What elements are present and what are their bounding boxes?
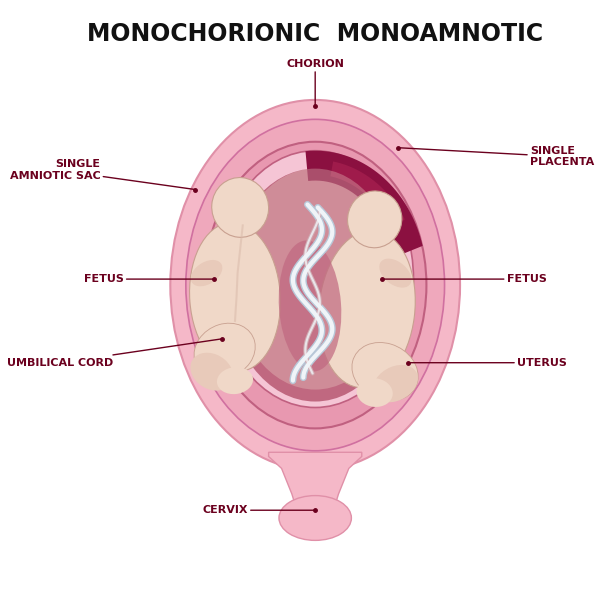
Ellipse shape (279, 496, 352, 541)
Text: SINGLE
AMNIOTIC SAC: SINGLE AMNIOTIC SAC (10, 159, 195, 190)
Ellipse shape (347, 191, 402, 248)
Text: CERVIX: CERVIX (202, 505, 315, 515)
Ellipse shape (379, 259, 412, 287)
Ellipse shape (278, 241, 341, 371)
Ellipse shape (204, 142, 427, 428)
Polygon shape (305, 151, 422, 258)
Text: FETUS: FETUS (382, 274, 547, 284)
Ellipse shape (191, 260, 223, 286)
Ellipse shape (194, 323, 255, 379)
Text: FETUS: FETUS (84, 274, 214, 284)
Text: UTERUS: UTERUS (409, 358, 567, 368)
Ellipse shape (232, 169, 398, 389)
Text: SINGLE
PLACENTA: SINGLE PLACENTA (398, 146, 594, 167)
Ellipse shape (186, 119, 445, 451)
Ellipse shape (352, 343, 418, 401)
Ellipse shape (212, 178, 269, 238)
Ellipse shape (373, 365, 418, 403)
Polygon shape (269, 452, 362, 532)
Ellipse shape (170, 100, 460, 470)
Ellipse shape (227, 169, 403, 401)
Polygon shape (331, 161, 405, 230)
Ellipse shape (217, 151, 413, 407)
Text: UMBILICAL CORD: UMBILICAL CORD (7, 339, 222, 368)
Text: CHORION: CHORION (286, 59, 344, 106)
Ellipse shape (190, 223, 280, 371)
Ellipse shape (190, 353, 233, 391)
Ellipse shape (356, 378, 393, 407)
Ellipse shape (319, 230, 415, 388)
Text: MONOCHORIONIC  MONOAMNOTIC: MONOCHORIONIC MONOAMNOTIC (87, 22, 543, 46)
Ellipse shape (217, 367, 253, 394)
